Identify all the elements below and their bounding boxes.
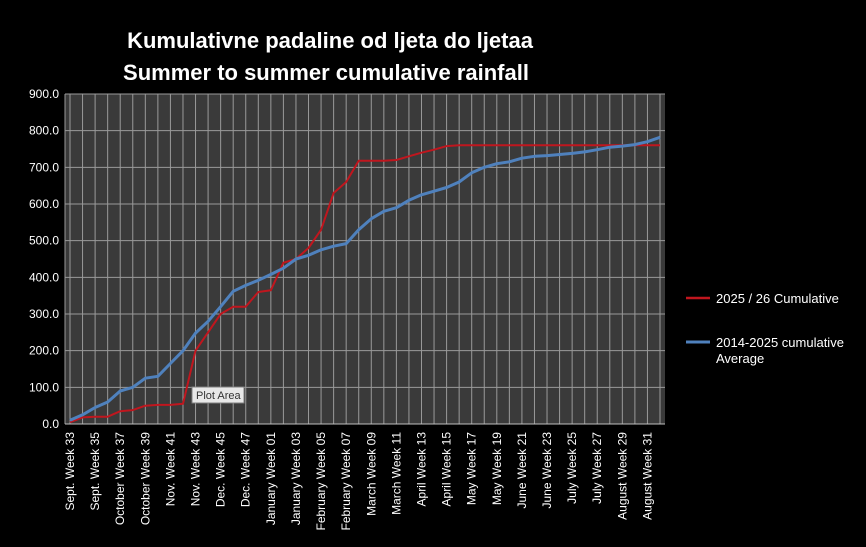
legend-label-average-line-1: 2014-2025 cumulative	[716, 335, 844, 350]
x-tick-label: October Week 37	[113, 432, 127, 525]
x-tick-label: August Week 29	[615, 432, 629, 520]
x-tick-label: January Week 01	[264, 432, 278, 525]
y-tick-label: 0.0	[42, 417, 59, 431]
x-axis-ticks: Sept. Week 33 Sept. Week 35 October Week 3…	[63, 432, 654, 531]
x-tick-label: Sept. Week 35	[88, 432, 102, 511]
x-tick-label: July Week 27	[590, 432, 604, 504]
x-tick-label: June Week 23	[540, 432, 554, 509]
y-tick-label: 300.0	[29, 307, 59, 321]
x-tick-label: Dec. Week 45	[214, 432, 228, 507]
x-tick-label: February Week 05	[314, 432, 328, 531]
x-tick-label: Nov. Week 43	[189, 432, 203, 507]
series-layer	[69, 135, 661, 424]
y-tick-label: 200.0	[29, 344, 59, 358]
x-tick-label: June Week 21	[515, 432, 529, 509]
y-tick-label: 400.0	[29, 270, 59, 284]
y-tick-label: 900.0	[29, 87, 59, 101]
tooltip-label: Plot Area	[196, 390, 242, 402]
chart-title-line-2: Summer to summer cumulative rainfall	[123, 60, 529, 85]
x-tick-label: May Week 17	[465, 432, 479, 505]
y-tick-label: 700.0	[29, 160, 59, 174]
y-tick-label: 600.0	[29, 197, 59, 211]
x-tick-label: May Week 19	[490, 432, 504, 505]
plot-area-tooltip: Plot Area	[191, 386, 245, 404]
x-tick-label: Nov. Week 41	[163, 432, 177, 507]
x-tick-label: Sept. Week 33	[63, 432, 77, 511]
x-tick-label: February Week 07	[339, 432, 353, 531]
y-axis-ticks: 0.0 100.0 200.0 300.0 400.0 500.0 600.0 700.0 80…	[29, 87, 59, 431]
series-line-2025-26	[69, 144, 660, 424]
x-tick-label: April Week 13	[414, 432, 428, 507]
x-tick-label: March Week 09	[364, 432, 378, 516]
series-line-average	[69, 135, 661, 422]
y-tick-label: 500.0	[29, 234, 59, 248]
x-tick-label: March Week 11	[389, 432, 403, 515]
x-tick-label: Dec. Week 47	[239, 432, 253, 507]
chart-title-line-1: Kumulativne padaline od ljeta do ljetaa	[127, 28, 534, 53]
x-tick-label: July Week 25	[565, 432, 579, 504]
y-tick-label: 800.0	[29, 124, 59, 138]
y-tick-label: 100.0	[29, 380, 59, 394]
grid	[64, 93, 665, 425]
x-tick-label: August Week 31	[640, 432, 654, 520]
x-tick-label: October Week 39	[138, 432, 152, 525]
legend: 2025 / 26 Cumulative 2014-2025 cumulativ…	[686, 291, 848, 366]
x-tick-label: January Week 03	[289, 432, 303, 525]
x-tick-label: April Week 15	[440, 432, 454, 507]
legend-label-average: 2014-2025 cumulative Average	[716, 335, 848, 366]
tooltip-box	[191, 386, 245, 404]
legend-label-average-line-2: Average	[716, 351, 764, 366]
legend-label-2025-26: 2025 / 26 Cumulative	[716, 291, 839, 306]
plot-area	[65, 94, 665, 424]
